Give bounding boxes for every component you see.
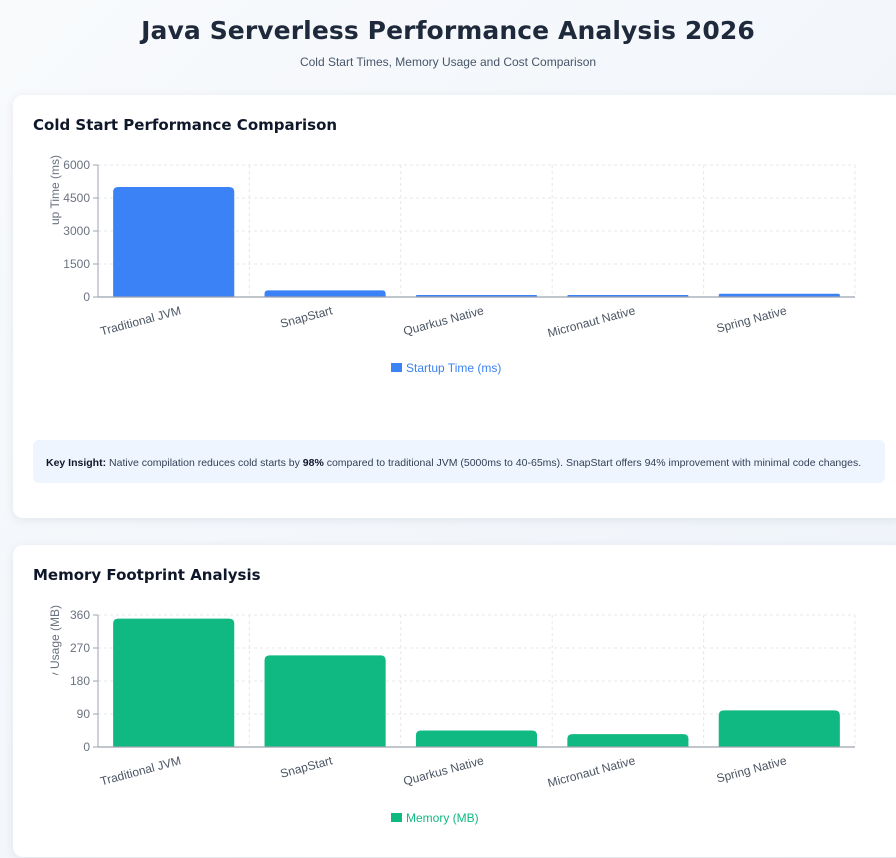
memory-x-tick-label-micronaut-native: Micronaut Native xyxy=(546,753,637,790)
key-insight-text-1: Native compilation reduces cold starts b… xyxy=(109,457,300,469)
memory-y-axis-title: Memory Usage (MB) xyxy=(48,605,62,716)
cold-start-y-axis-title: Startup Time (ms) xyxy=(48,155,62,250)
page-title: Java Serverless Performance Analysis 202… xyxy=(141,16,755,45)
memory-y-tick-label: 90 xyxy=(77,707,91,721)
memory-x-tick-label-snapstart: SnapStart xyxy=(279,753,335,781)
memory-x-tick-label-traditional-jvm: Traditional JVM xyxy=(99,753,183,788)
cold-start-y-tick-label: 1500 xyxy=(63,257,90,271)
memory-y-tick-label: 360 xyxy=(70,608,90,622)
memory-chart: 0 90 180 270 360 Memory Usage (MB) Traditional… xyxy=(48,605,856,825)
page-subtitle: Cold Start Times, Memory Usage and Cost … xyxy=(299,55,597,69)
cold-start-bar-snapstart xyxy=(264,290,386,297)
cold-start-y-tick-label: 4500 xyxy=(63,191,90,205)
memory-bar-traditional-jvm xyxy=(113,618,235,747)
cold-start-legend-swatch xyxy=(391,363,402,372)
memory-y-tick-label: 180 xyxy=(70,674,90,688)
memory-x-tick-label-spring-native: Spring Native xyxy=(715,753,789,785)
memory-card-title: Memory Footprint Analysis xyxy=(33,566,261,584)
cold-start-x-tick-label-micronaut-native: Micronaut Native xyxy=(546,303,637,340)
memory-y-tick-label: 0 xyxy=(83,740,90,754)
key-insight-box: Key Insight: Native compilation reduces … xyxy=(33,440,885,483)
cold-start-y-axis-title-group: Startup Time (ms) xyxy=(48,155,62,250)
memory-bar-spring-native xyxy=(718,710,840,747)
memory-y-axis-title-group: Memory Usage (MB) xyxy=(48,605,62,716)
cold-start-x-tick-label-spring-native: Spring Native xyxy=(715,303,789,335)
cold-start-card: Cold Start Performance Comparison 0 1500 3… xyxy=(13,95,896,518)
key-insight-label: Key Insight: xyxy=(46,457,107,469)
cold-start-y-tick-label: 0 xyxy=(83,290,90,304)
memory-legend-swatch xyxy=(391,813,402,822)
memory-legend-label: Memory (MB) xyxy=(406,811,479,825)
cold-start-card-title: Cold Start Performance Comparison xyxy=(33,116,338,134)
memory-bar-quarkus-native xyxy=(415,730,538,747)
memory-card: Memory Footprint Analysis 0 90 180 270 360 Me… xyxy=(13,545,896,857)
cold-start-y-tick-label: 6000 xyxy=(63,158,90,172)
cold-start-bar-traditional-jvm xyxy=(113,187,235,297)
cold-start-y-tick-label: 3000 xyxy=(63,224,90,238)
cold-start-x-tick-label-snapstart: SnapStart xyxy=(279,303,335,331)
key-insight-text-2: compared to traditional JVM (5000ms to 4… xyxy=(326,457,862,469)
memory-x-tick-label-quarkus-native: Quarkus Native xyxy=(402,753,486,788)
key-insight-highlight: 98% xyxy=(302,457,324,469)
cold-start-x-tick-label-traditional-jvm: Traditional JVM xyxy=(99,303,183,338)
memory-bar-snapstart xyxy=(264,655,386,747)
memory-bar-micronaut-native xyxy=(567,734,689,747)
page-header: Java Serverless Performance Analysis 202… xyxy=(0,0,896,69)
cold-start-x-tick-label-quarkus-native: Quarkus Native xyxy=(402,303,486,338)
cold-start-legend-label: Startup Time (ms) xyxy=(406,361,501,375)
memory-y-tick-label: 270 xyxy=(70,641,90,655)
cold-start-bar-spring-native xyxy=(718,293,840,297)
